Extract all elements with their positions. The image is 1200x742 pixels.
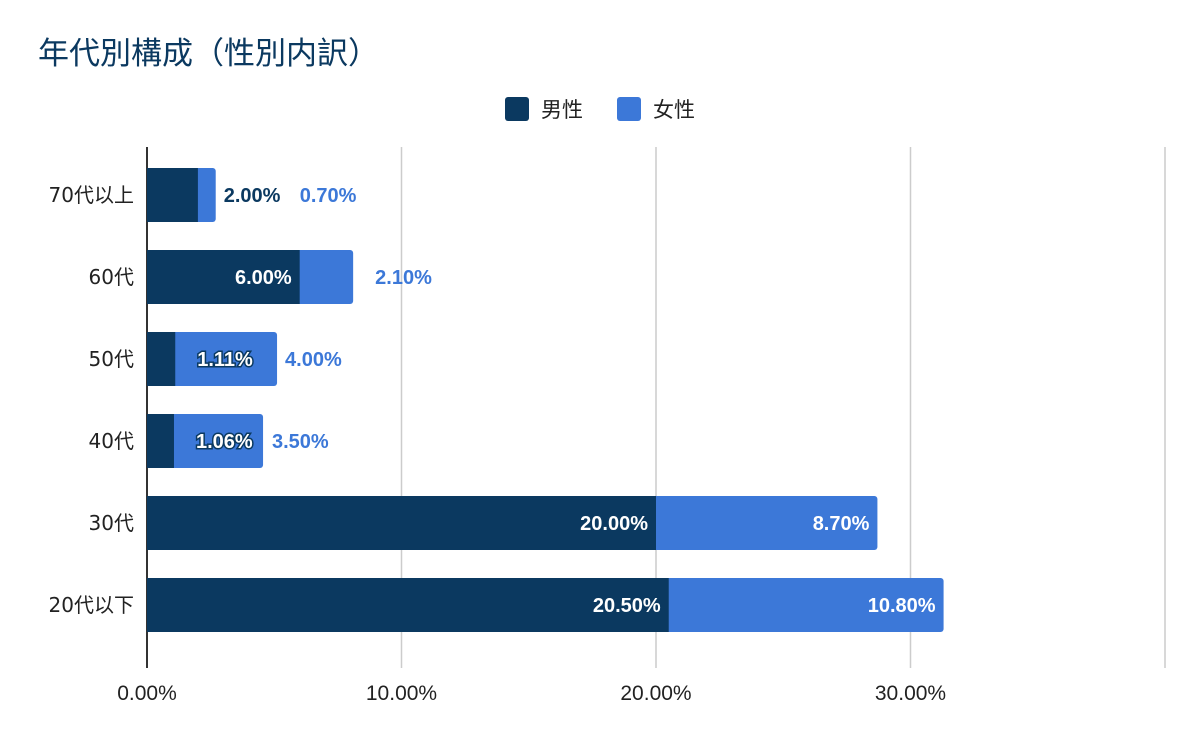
- data-label-male: 1.11%: [197, 349, 253, 371]
- bar-female[interactable]: [295, 250, 354, 304]
- legend-swatch-female: [617, 97, 641, 121]
- x-tick-label: 30.00%: [875, 682, 946, 705]
- legend-item-female[interactable]: 女性: [617, 94, 695, 124]
- bar-female[interactable]: [664, 578, 944, 632]
- data-label-male: 20.50%: [593, 595, 661, 617]
- category-label: 60代: [89, 265, 134, 289]
- data-label-female: 4.00%: [285, 349, 342, 371]
- bar-male[interactable]: [147, 332, 176, 386]
- data-label-male: 2.00%: [224, 185, 281, 207]
- legend-label-female: 女性: [653, 98, 695, 122]
- category-label: 70代以上: [49, 183, 134, 207]
- chart-title: 年代別構成（性別内訳）: [38, 36, 379, 72]
- legend: 男性 女性: [0, 94, 1200, 124]
- bar-female[interactable]: [169, 414, 264, 468]
- x-tick-label: 20.00%: [620, 682, 691, 705]
- bar-male[interactable]: [147, 168, 198, 222]
- data-label-male: 1.06%: [196, 431, 253, 453]
- data-label-male: 20.00%: [580, 513, 648, 535]
- category-label: 50代: [89, 347, 134, 371]
- x-tick-label: 0.00%: [117, 682, 177, 705]
- x-tick-label: 10.00%: [366, 682, 437, 705]
- data-label-female: 10.80%: [868, 595, 936, 617]
- bar-female[interactable]: [171, 332, 278, 386]
- data-label-female: 2.10%: [375, 267, 432, 289]
- bar-male[interactable]: [147, 250, 300, 304]
- legend-item-male[interactable]: 男性: [505, 94, 583, 124]
- category-label: 30代: [89, 511, 134, 535]
- bar-male[interactable]: [147, 496, 656, 550]
- category-label: 40代: [89, 429, 134, 453]
- category-label: 20代以下: [49, 593, 134, 617]
- data-label-male: 6.00%: [235, 267, 292, 289]
- bar-female[interactable]: [652, 496, 878, 550]
- bar-female[interactable]: [193, 168, 216, 222]
- legend-label-male: 男性: [541, 98, 583, 122]
- data-label-female: 0.70%: [300, 185, 357, 207]
- data-label-female: 3.50%: [272, 431, 329, 453]
- bar-male[interactable]: [147, 578, 669, 632]
- bar-male[interactable]: [147, 414, 174, 468]
- legend-swatch-male: [505, 97, 529, 121]
- data-label-female: 8.70%: [813, 513, 870, 535]
